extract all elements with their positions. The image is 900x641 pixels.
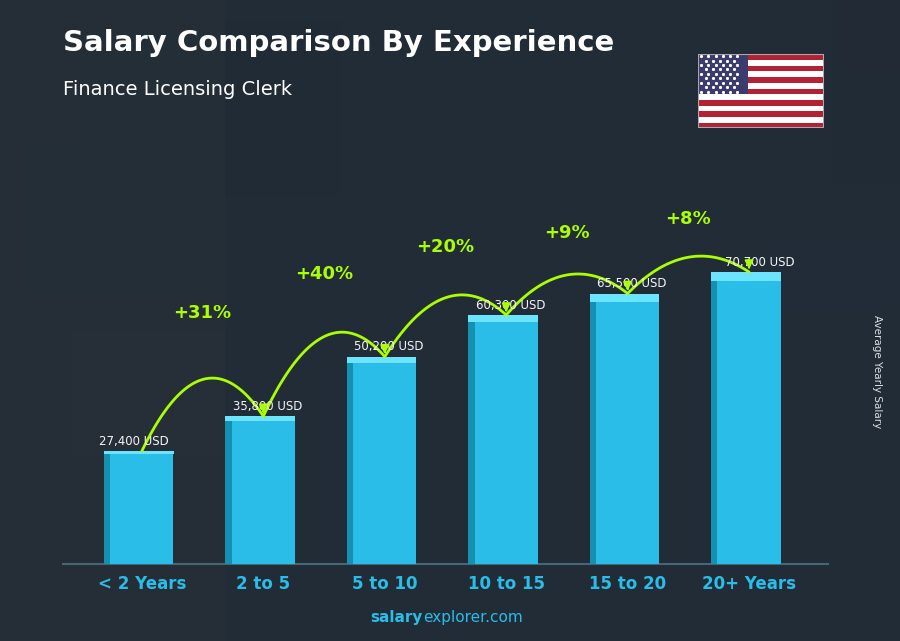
Bar xyxy=(526,0,878,15)
Text: 70,700 USD: 70,700 USD xyxy=(724,256,795,269)
Bar xyxy=(206,154,449,224)
Bar xyxy=(698,88,824,94)
Bar xyxy=(46,292,171,387)
Bar xyxy=(590,294,596,564)
Text: +40%: +40% xyxy=(295,265,353,283)
Bar xyxy=(346,356,353,564)
Text: 50,200 USD: 50,200 USD xyxy=(355,340,424,353)
Bar xyxy=(232,416,295,564)
Bar xyxy=(766,267,900,433)
Bar xyxy=(468,315,474,564)
Bar xyxy=(346,356,417,363)
Text: salary: salary xyxy=(371,610,423,625)
Bar xyxy=(353,356,417,564)
Bar xyxy=(824,331,900,458)
Bar xyxy=(790,338,898,407)
Bar xyxy=(698,83,824,88)
Bar xyxy=(698,117,824,122)
Text: +8%: +8% xyxy=(665,210,711,228)
Bar xyxy=(95,254,332,335)
Text: Finance Licensing Clerk: Finance Licensing Clerk xyxy=(63,80,292,99)
Bar xyxy=(596,294,659,564)
Bar xyxy=(271,98,613,233)
Bar xyxy=(226,416,295,420)
Bar xyxy=(111,451,174,564)
Bar xyxy=(863,0,900,71)
Bar xyxy=(698,77,824,83)
Bar xyxy=(717,272,780,564)
Bar xyxy=(803,0,900,24)
Text: +20%: +20% xyxy=(417,238,474,256)
Bar xyxy=(16,107,206,266)
Text: explorer.com: explorer.com xyxy=(423,610,523,625)
Text: 65,500 USD: 65,500 USD xyxy=(598,277,667,290)
Bar xyxy=(445,94,716,263)
Bar xyxy=(698,111,824,117)
Bar xyxy=(104,451,111,564)
Bar xyxy=(698,100,824,106)
Bar xyxy=(226,416,232,564)
Bar xyxy=(698,94,824,100)
Bar xyxy=(200,28,292,128)
Bar xyxy=(711,272,780,281)
Bar xyxy=(766,0,890,74)
Bar xyxy=(590,294,659,302)
Bar xyxy=(698,66,824,72)
Bar xyxy=(150,3,271,105)
Bar xyxy=(364,225,593,356)
Bar xyxy=(770,397,900,549)
Text: 35,800 USD: 35,800 USD xyxy=(233,400,302,413)
Text: +31%: +31% xyxy=(174,304,231,322)
Bar xyxy=(265,163,590,328)
Bar xyxy=(877,0,900,144)
Bar xyxy=(104,451,174,454)
Text: Salary Comparison By Experience: Salary Comparison By Experience xyxy=(63,29,614,57)
Text: 27,400 USD: 27,400 USD xyxy=(99,435,169,447)
Bar xyxy=(698,106,824,111)
Bar xyxy=(474,315,538,564)
Bar xyxy=(698,122,824,128)
Text: +9%: +9% xyxy=(544,224,590,242)
Bar xyxy=(468,315,538,322)
Bar xyxy=(698,72,824,77)
Bar xyxy=(711,272,717,564)
Text: Average Yearly Salary: Average Yearly Salary xyxy=(872,315,883,428)
Bar xyxy=(420,197,767,282)
Text: 60,300 USD: 60,300 USD xyxy=(476,299,545,312)
Bar xyxy=(698,60,824,66)
Bar xyxy=(698,54,748,94)
Bar xyxy=(698,54,824,60)
